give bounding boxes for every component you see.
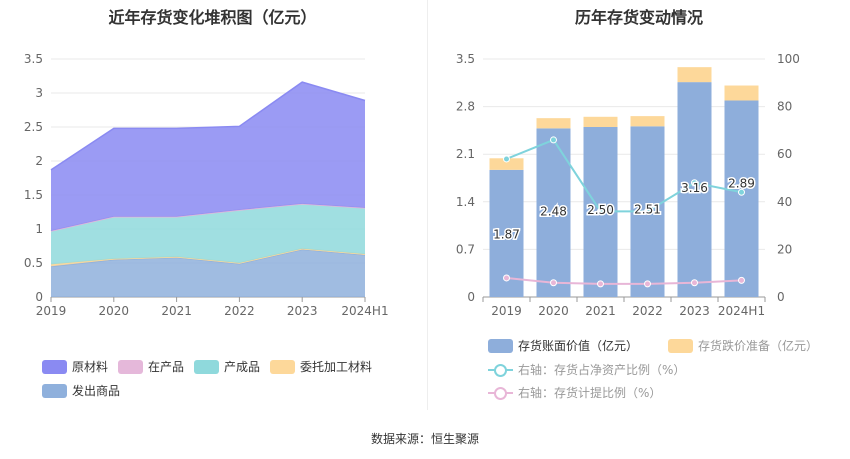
x-tick-label: 2019 bbox=[36, 304, 67, 318]
y-tick-label: 3.5 bbox=[24, 52, 43, 66]
inventory-combo-chart: 0 0.7 1.4 2.1 2.8 3.5 0 20 40 60 80 100 2019 2020 2021… bbox=[456, 52, 800, 318]
y-tick-label: 1.4 bbox=[456, 195, 475, 209]
x-tick-label: 2024H1 bbox=[718, 304, 765, 318]
legend-label: 存货跌价准备（亿元） bbox=[698, 339, 819, 353]
bar-data-label: 1.87 bbox=[493, 227, 520, 241]
legend-swatch bbox=[42, 383, 67, 398]
legend-label: 在产品 bbox=[148, 360, 185, 374]
bar-impairment-reserve bbox=[489, 158, 524, 170]
line-point bbox=[691, 179, 698, 187]
y2-tick-label: 80 bbox=[777, 100, 792, 114]
legend-swatch bbox=[270, 359, 295, 374]
x-tick-label: 2020 bbox=[99, 304, 130, 318]
legend-label: 发出商品 bbox=[72, 384, 121, 398]
y-tick-label: 1 bbox=[35, 222, 43, 236]
line-point bbox=[691, 279, 698, 287]
line-point bbox=[597, 280, 604, 288]
bar-impairment-reserve bbox=[536, 118, 571, 129]
legend-label: 右轴：存货计提比例（%） bbox=[518, 386, 662, 400]
y-tick-label: 0.7 bbox=[456, 242, 475, 256]
x-tick-label: 2023 bbox=[679, 304, 710, 318]
y2-tick-label: 40 bbox=[777, 195, 792, 209]
y-tick-label: 0 bbox=[467, 290, 475, 304]
legend-item[interactable]: 存货跌价准备（亿元） bbox=[668, 337, 818, 354]
y-tick-label: 3.5 bbox=[456, 52, 475, 66]
x-tick-label: 2023 bbox=[287, 304, 318, 318]
legend-item[interactable]: 存货账面价值（亿元） bbox=[488, 337, 638, 354]
data-source-note: 数据来源：恒生聚源 bbox=[370, 432, 479, 446]
legend-item[interactable]: 右轴：存货计提比例（%） bbox=[488, 384, 661, 401]
bar-data-label: 3.16 bbox=[681, 181, 708, 195]
stacked-area-chart: 0 0.5 1 1.5 2 2.5 3 3.5 2019 2020 2021 2022 2023 2024… bbox=[24, 52, 389, 318]
legend-swatch bbox=[668, 338, 693, 353]
legend-swatch bbox=[118, 359, 143, 374]
left-chart-title: 近年存货变化堆积图（亿元） bbox=[108, 8, 317, 27]
legend-item[interactable]: 发出商品 bbox=[42, 382, 120, 399]
line-point bbox=[738, 276, 745, 284]
line-point bbox=[503, 155, 510, 163]
line-point bbox=[644, 207, 651, 215]
line-point bbox=[503, 274, 510, 282]
legend-swatch bbox=[488, 363, 513, 377]
legend-label: 右轴：存货占净资产比例（%） bbox=[518, 363, 686, 377]
y-tick-label: 2 bbox=[35, 154, 43, 168]
x-tick-label: 2021 bbox=[161, 304, 192, 318]
legend-label: 原材料 bbox=[72, 360, 109, 374]
y-tick-label: 1.5 bbox=[24, 188, 43, 202]
y-tick-label: 0.5 bbox=[24, 256, 43, 270]
line-inventory-to-net-assets bbox=[506, 138, 742, 213]
legend-swatch bbox=[488, 338, 513, 353]
bar-inventory-value bbox=[724, 100, 759, 297]
x-tick-label: 2019 bbox=[491, 304, 522, 318]
legend-item[interactable]: 产成品 bbox=[194, 358, 260, 375]
legend-swatch bbox=[42, 359, 67, 374]
line-point bbox=[550, 136, 557, 144]
inventory-bar-chart-panel: 历年存货变动情况 0 0.7 1.4 2.1 2.8 3.5 0 20 40 60 80 100 201… bbox=[428, 0, 850, 410]
y-tick-label: 2.5 bbox=[24, 120, 43, 134]
bar-data-label: 2.51 bbox=[634, 202, 661, 216]
y-tick-label: 3 bbox=[35, 86, 43, 100]
bar-impairment-reserve bbox=[630, 116, 665, 127]
bar-data-label: 2.50 bbox=[587, 203, 614, 217]
legend-swatch bbox=[488, 386, 513, 400]
line-point bbox=[550, 279, 557, 287]
legend-item[interactable]: 在产品 bbox=[118, 358, 184, 375]
bar-impairment-reserve bbox=[724, 85, 759, 101]
legend-label: 产成品 bbox=[224, 360, 261, 374]
bar-data-label: 2.89 bbox=[728, 176, 755, 190]
area--series bbox=[51, 249, 365, 297]
y2-tick-label: 0 bbox=[777, 290, 785, 304]
legend-swatch bbox=[194, 359, 219, 374]
legend-label: 委托加工材料 bbox=[300, 360, 373, 374]
x-tick-label: 2024H1 bbox=[341, 304, 388, 318]
bar-impairment-reserve bbox=[583, 116, 618, 127]
legend-label: 存货账面价值（亿元） bbox=[518, 339, 639, 353]
y2-tick-label: 20 bbox=[777, 242, 792, 256]
area--series bbox=[51, 82, 365, 232]
line-point bbox=[738, 188, 745, 196]
x-tick-label: 2022 bbox=[632, 304, 663, 318]
y-tick-label: 2.8 bbox=[456, 100, 475, 114]
bar-impairment-reserve bbox=[677, 67, 712, 83]
x-tick-label: 2021 bbox=[585, 304, 616, 318]
legend-item[interactable]: 右轴：存货占净资产比例（%） bbox=[488, 361, 685, 378]
line-point bbox=[597, 207, 604, 215]
y-tick-label: 2.1 bbox=[456, 147, 475, 161]
legend-item[interactable]: 原材料 bbox=[42, 358, 108, 375]
right-chart-title: 历年存货变动情况 bbox=[574, 8, 703, 27]
x-tick-label: 2022 bbox=[224, 304, 255, 318]
line-provision-ratio bbox=[506, 276, 742, 285]
y2-tick-label: 100 bbox=[777, 52, 800, 66]
x-tick-label: 2020 bbox=[538, 304, 569, 318]
y2-tick-label: 60 bbox=[777, 147, 792, 161]
area-edge bbox=[50, 81, 366, 171]
line-point bbox=[644, 280, 651, 288]
area--series bbox=[51, 203, 365, 265]
bar-data-label: 2.48 bbox=[540, 204, 567, 218]
panel-divider bbox=[427, 0, 428, 410]
legend-item[interactable]: 委托加工材料 bbox=[270, 358, 372, 375]
stacked-area-chart-panel: 近年存货变化堆积图（亿元） 0 0.5 1 1.5 2 2.5 3 3.5 2019 2020 20… bbox=[0, 0, 425, 410]
y-tick-label: 0 bbox=[35, 290, 43, 304]
